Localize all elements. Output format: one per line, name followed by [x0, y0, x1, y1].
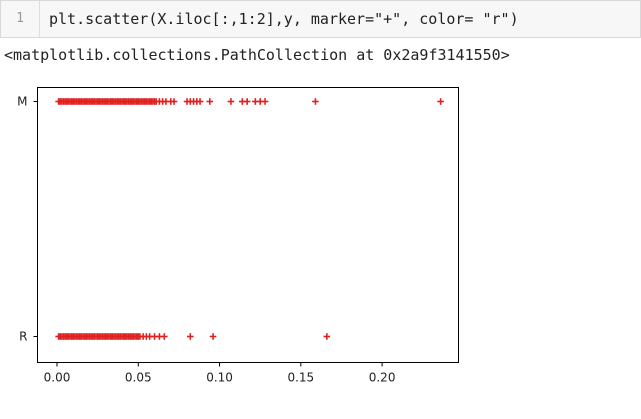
scatter-point: [312, 98, 319, 105]
ticks-layer: 0.00 0.05 0.10 0.15 0.20 R M: [17, 95, 395, 385]
output-repr: <matplotlib.collections.PathCollection a…: [4, 46, 510, 64]
scatter-plot-svg: 0.00 0.05 0.10 0.15 0.20 R M: [17, 87, 459, 385]
x-tick-label: 0.20: [369, 371, 396, 385]
markers-layer: [55, 98, 444, 340]
code-input-area[interactable]: 1 plt.scatter(X.iloc[:,1:2],y, marker="+…: [0, 0, 641, 38]
scatter-point: [206, 98, 214, 105]
line-number: 1: [1, 1, 40, 37]
scatter-point: [170, 98, 178, 105]
y-tick-label: R: [19, 330, 27, 344]
scatter-point: [227, 98, 235, 105]
scatter-point: [209, 333, 217, 340]
scatter-plot: 0.00 0.05 0.10 0.15 0.20 R M: [0, 84, 490, 419]
scatter-point: [437, 98, 444, 105]
x-tick-label: 0.15: [287, 371, 314, 385]
scatter-point: [186, 333, 194, 340]
axes-frame: [37, 87, 459, 363]
scatter-point: [323, 333, 331, 340]
scatter-point: [243, 98, 251, 105]
x-tick-label: 0.10: [206, 371, 233, 385]
code-line[interactable]: plt.scatter(X.iloc[:,1:2],y, marker="+",…: [49, 10, 519, 28]
scatter-point: [196, 98, 204, 105]
scatter-point: [160, 333, 168, 340]
x-tick-label: 0.00: [44, 371, 71, 385]
y-tick-label: M: [17, 95, 27, 109]
scatter-point: [261, 98, 269, 105]
x-tick-label: 0.05: [125, 371, 152, 385]
